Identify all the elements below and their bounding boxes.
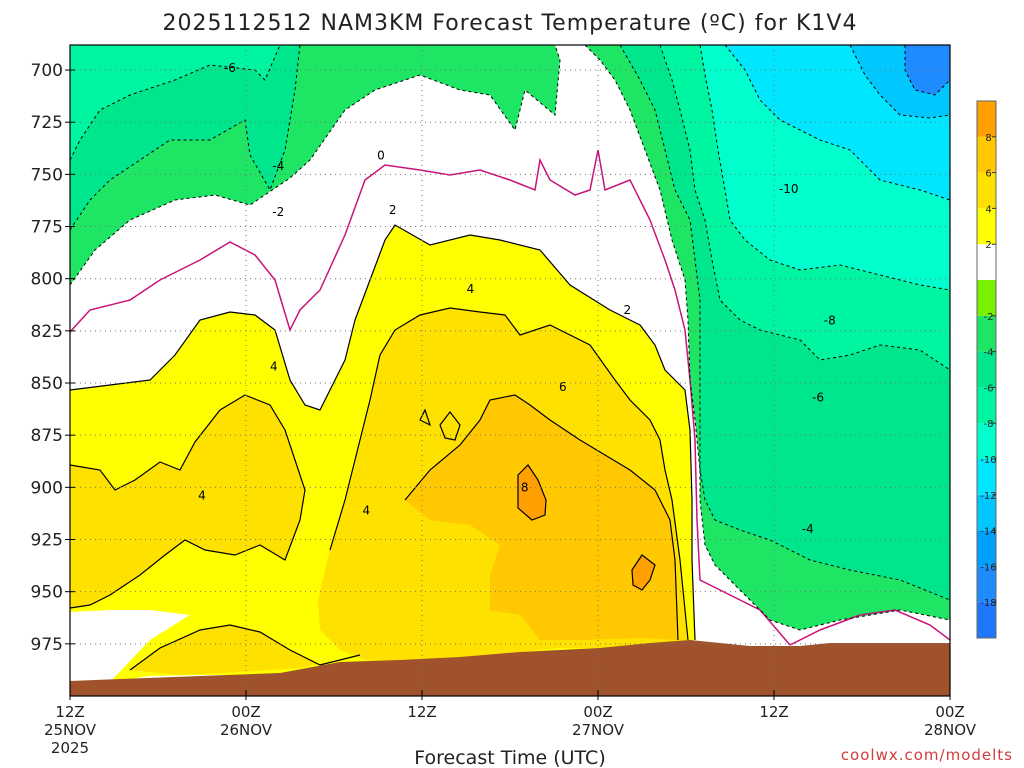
colorbar-label: -18 xyxy=(980,598,996,609)
x-tick-label-l1: 00Z xyxy=(935,703,964,721)
y-tick-label: 700 xyxy=(31,61,63,81)
x-tick-label-l2: 28NOV xyxy=(924,721,977,739)
colorbar-label: 8 xyxy=(985,133,991,144)
x-tick-label-l3: 2025 xyxy=(51,739,89,757)
colorbar-swatch xyxy=(977,602,996,638)
colorbar-label: -6 xyxy=(984,383,994,394)
colorbar-swatch xyxy=(977,530,996,567)
y-tick-label: 975 xyxy=(31,635,63,655)
colorbar-swatch xyxy=(977,494,996,531)
y-tick-label: 825 xyxy=(31,322,63,342)
colorbar-swatch xyxy=(977,566,996,603)
x-tick-label-l1: 12Z xyxy=(759,703,788,721)
x-tick-label-l1: 00Z xyxy=(231,703,260,721)
y-axis: 700 725 750 775 800 825 850 875 900 925 950 975 xyxy=(31,61,75,655)
y-tick-label: 900 xyxy=(31,478,63,498)
colorbar-swatch xyxy=(977,280,996,316)
colorbar-label: -2 xyxy=(984,312,994,323)
x-tick-label-l1: 12Z xyxy=(407,703,436,721)
colorbar: -18 -16 -14 -12 -10 -8 -6 -4 -2 2 4 6 8 xyxy=(976,100,997,639)
contour-label: -2 xyxy=(272,205,284,219)
band-minus-sixteen xyxy=(905,45,950,95)
colorbar-label: -4 xyxy=(984,348,994,359)
contour-label: -8 xyxy=(824,313,836,327)
colorbar-label: -8 xyxy=(984,419,994,430)
y-tick-label: 950 xyxy=(31,583,63,603)
colorbar-label: 4 xyxy=(985,204,991,215)
watermark-text: coolwx.com/modelts xyxy=(841,746,1013,764)
colorbar-swatch xyxy=(977,101,996,137)
y-tick-label: 800 xyxy=(31,270,63,290)
contour-labels: -6 -4 -2 0 2 4 2 4 6 8 4 4 -10 -8 -6 -4 xyxy=(198,61,836,536)
band-eight-plus xyxy=(518,465,655,590)
terrain xyxy=(70,640,950,696)
colorbar-swatch xyxy=(977,351,996,388)
colorbar-label: -10 xyxy=(980,455,996,466)
y-tick-label: 725 xyxy=(31,113,63,133)
contour-label: 6 xyxy=(559,380,567,394)
contour-label: 4 xyxy=(467,282,475,296)
colorbar-label: -14 xyxy=(980,527,996,538)
y-tick-label: 750 xyxy=(31,165,63,185)
filled-contours: -6 -4 -2 0 2 4 2 4 6 8 4 4 -10 -8 -6 -4 xyxy=(70,45,950,696)
contour-label: -10 xyxy=(779,182,799,196)
colorbar-swatch xyxy=(977,172,996,209)
y-tick-label: 775 xyxy=(31,218,63,238)
colorbar-label: 6 xyxy=(985,169,991,180)
colorbar-swatch xyxy=(977,244,996,280)
plot-frame xyxy=(69,44,951,697)
contour-label: -4 xyxy=(272,159,284,173)
contour-label: 4 xyxy=(362,503,370,517)
colorbar-frame xyxy=(976,100,997,639)
colorbar-label: -16 xyxy=(980,562,996,573)
band-six-to-eight xyxy=(405,395,678,640)
x-tick-label-l1: 00Z xyxy=(583,703,612,721)
chart-title: 2025112512 NAM3KM Forecast Temperature (… xyxy=(163,11,858,36)
contour-label: 2 xyxy=(389,203,397,217)
colorbar-swatch xyxy=(977,208,996,245)
contour-label: 0 xyxy=(377,149,385,163)
colorbar-swatch xyxy=(977,315,996,352)
x-tick-label-l1: 12Z xyxy=(55,703,84,721)
x-tick-label-l2: 26NOV xyxy=(220,721,273,739)
contour-label: 2 xyxy=(624,303,632,317)
x-axis-label: Forecast Time (UTC) xyxy=(414,747,605,768)
y-tick-label: 875 xyxy=(31,426,63,446)
colorbar-swatch xyxy=(977,387,996,424)
colorbar-swatch xyxy=(977,459,996,495)
contour-lines xyxy=(70,45,950,671)
contour-label: -4 xyxy=(802,522,814,536)
grid-lines xyxy=(70,45,950,696)
contour-label: 4 xyxy=(270,359,278,373)
colorbar-swatch xyxy=(977,423,996,459)
contour-label: 8 xyxy=(521,480,529,494)
contour-label: -6 xyxy=(224,61,236,75)
contour-label: 4 xyxy=(198,489,206,503)
colorbar-label: 2 xyxy=(985,240,991,251)
contour-label: -6 xyxy=(812,391,824,405)
y-tick-label: 925 xyxy=(31,531,63,551)
colorbar-swatch xyxy=(977,136,996,173)
x-tick-label-l2: 27NOV xyxy=(572,721,625,739)
y-tick-label: 850 xyxy=(31,374,63,394)
x-tick-label-l2: 25NOV xyxy=(44,721,97,739)
colorbar-label: -12 xyxy=(980,491,996,502)
